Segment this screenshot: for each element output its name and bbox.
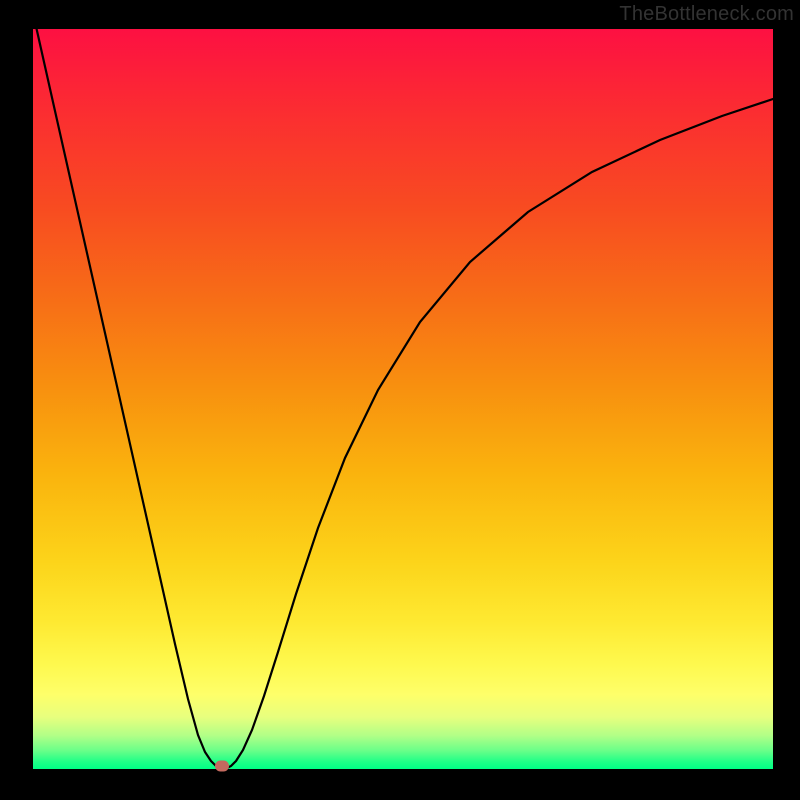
optimal-point-marker [215,761,229,772]
bottleneck-curve [33,13,773,769]
chart-container: TheBottleneck.com [0,0,800,800]
watermark-text: TheBottleneck.com [619,3,794,26]
plot-area [33,29,773,769]
curve-layer [33,29,773,769]
